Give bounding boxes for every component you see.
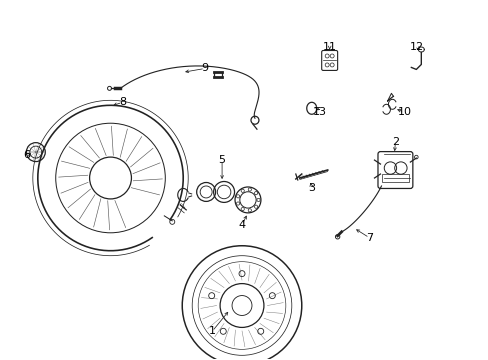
Circle shape	[254, 192, 257, 195]
Circle shape	[241, 207, 244, 211]
Text: 4: 4	[238, 220, 245, 230]
Circle shape	[254, 205, 257, 208]
Text: 9: 9	[201, 63, 208, 73]
Circle shape	[248, 209, 251, 212]
Text: 3: 3	[307, 183, 315, 193]
Circle shape	[236, 202, 239, 205]
Text: 13: 13	[312, 107, 326, 117]
Text: 10: 10	[397, 107, 410, 117]
Circle shape	[248, 188, 251, 191]
Text: 5: 5	[218, 155, 225, 165]
Circle shape	[256, 198, 260, 202]
Text: 2: 2	[391, 137, 398, 147]
Circle shape	[236, 195, 239, 198]
Text: 12: 12	[409, 41, 424, 51]
Circle shape	[241, 189, 244, 192]
Text: 8: 8	[119, 97, 126, 107]
Text: 7: 7	[365, 233, 372, 243]
Text: 1: 1	[208, 327, 215, 336]
Text: 6: 6	[23, 150, 30, 160]
Text: 11: 11	[322, 41, 336, 51]
